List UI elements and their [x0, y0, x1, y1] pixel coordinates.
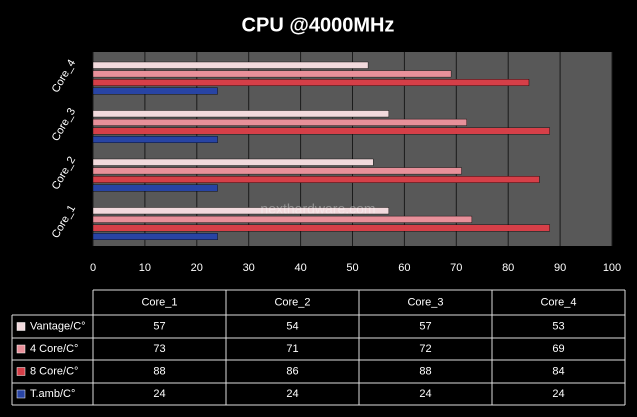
table-cell: 53 — [552, 320, 564, 332]
table-cell: 88 — [419, 365, 431, 377]
legend-label: 8 Core/C° — [30, 365, 78, 377]
table-cell: 57 — [419, 320, 431, 332]
table-header: Core_1 — [141, 296, 177, 308]
legend-swatch — [16, 367, 26, 376]
legend-label: Vantage/C° — [30, 320, 86, 332]
table-header: Core_2 — [274, 296, 310, 308]
chart-title: CPU @4000MHz — [242, 14, 395, 36]
bar — [92, 233, 218, 241]
table-header: Core_4 — [540, 296, 576, 308]
bar — [92, 215, 473, 223]
table-cell: 71 — [286, 343, 298, 355]
table-cell: 24 — [286, 388, 298, 400]
x-tick-label: 10 — [139, 262, 151, 274]
x-tick-label: 90 — [554, 262, 566, 274]
table-cell: 54 — [286, 320, 298, 332]
x-tick-label: 40 — [294, 262, 306, 274]
bar — [92, 127, 550, 135]
bar — [92, 87, 218, 95]
bar — [92, 70, 452, 78]
bar — [92, 167, 462, 175]
bar — [92, 110, 390, 118]
x-tick-label: 30 — [243, 262, 255, 274]
x-tick-label: 60 — [398, 262, 410, 274]
legend-swatch — [16, 322, 26, 331]
bar — [92, 207, 390, 215]
watermark: nexthardware.com — [260, 201, 375, 217]
bar — [92, 78, 530, 86]
table-cell: 69 — [552, 343, 564, 355]
bar — [92, 175, 540, 183]
table-cell: 72 — [419, 343, 431, 355]
table-cell: 57 — [153, 320, 165, 332]
table-cell: 84 — [552, 365, 564, 377]
table-cell: 24 — [552, 388, 564, 400]
x-tick-label: 70 — [450, 262, 462, 274]
table-cell: 24 — [153, 388, 165, 400]
table-cell: 73 — [153, 343, 165, 355]
bar — [92, 118, 467, 126]
bar — [92, 224, 550, 232]
legend-swatch — [16, 344, 26, 354]
legend-swatch — [16, 389, 26, 399]
legend-label: 4 Core/C° — [30, 343, 78, 355]
table-cell: 24 — [419, 388, 431, 400]
x-tick-label: 0 — [90, 262, 96, 274]
bar — [92, 158, 374, 166]
x-tick-label: 100 — [603, 262, 621, 274]
bar — [92, 184, 218, 192]
bar — [92, 61, 369, 69]
table-cell: 88 — [153, 365, 165, 377]
x-tick-label: 80 — [502, 262, 514, 274]
bar — [92, 136, 218, 144]
table-cell: 86 — [286, 365, 298, 377]
legend-label: T.amb/C° — [30, 388, 75, 400]
x-tick-label: 50 — [346, 262, 358, 274]
x-tick-label: 20 — [191, 262, 203, 274]
table-header: Core_3 — [407, 296, 443, 308]
